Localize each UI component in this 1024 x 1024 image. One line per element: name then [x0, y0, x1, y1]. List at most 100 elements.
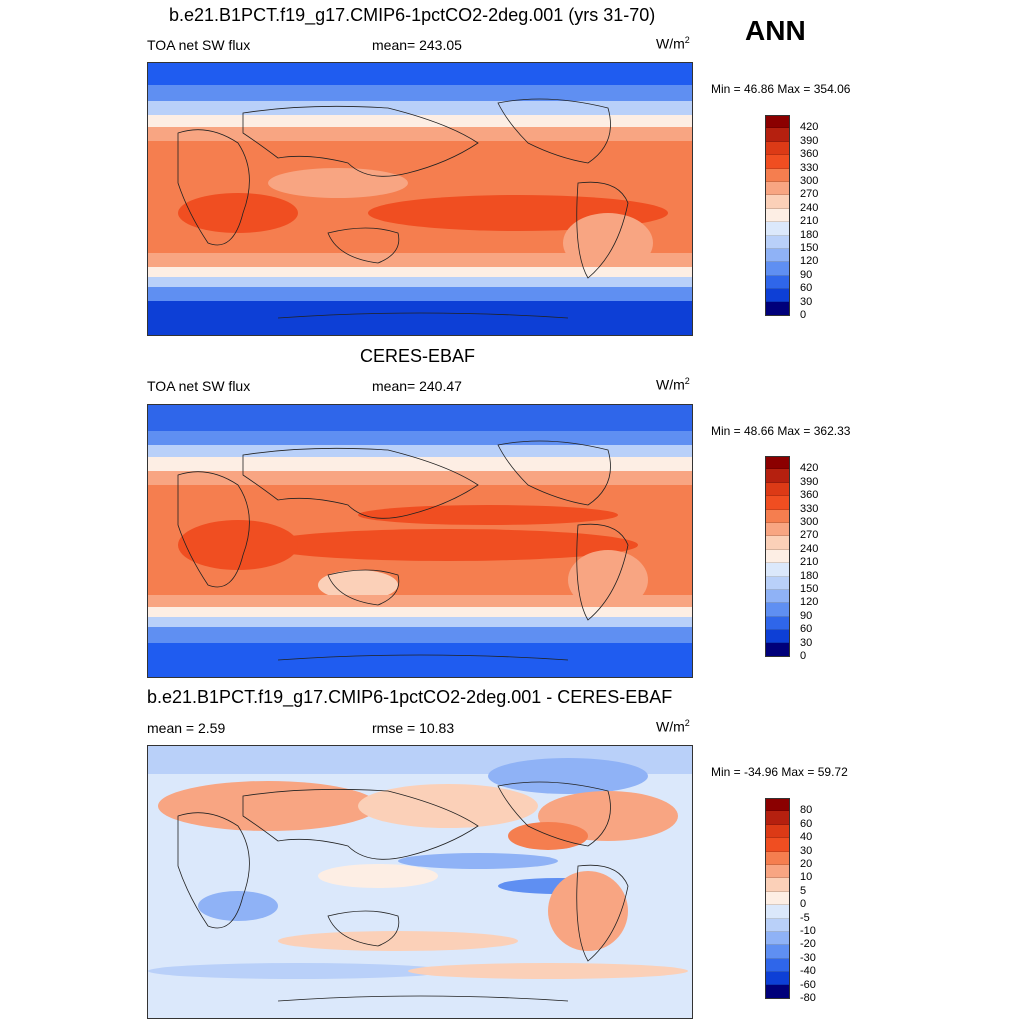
- colorbar-tick-label: 5: [800, 884, 807, 897]
- colorbar-box: [765, 141, 790, 156]
- colorbar-box: [765, 115, 790, 129]
- colorbar-tick-label: 120: [800, 596, 819, 609]
- colorbar-tick-label: 60: [800, 817, 813, 830]
- colorbar-box: [765, 905, 790, 919]
- panel-1-minmax: Min = 46.86 Max = 354.06: [711, 82, 851, 96]
- colorbar-box: [765, 576, 790, 590]
- colorbar-tick-label: 60: [800, 282, 813, 295]
- colorbar-tick-label: 240: [800, 201, 819, 214]
- colorbar-box: [765, 931, 790, 946]
- colorbar-tick-label: -80: [800, 992, 816, 1005]
- colorbar-box: [765, 195, 790, 209]
- colorbar-tick-label: 30: [800, 844, 813, 857]
- colorbar-tick-label: 240: [800, 542, 819, 555]
- colorbar-tick-label: -60: [800, 978, 816, 991]
- colorbar-box: [765, 811, 790, 825]
- colorbar-tick-label: 300: [800, 516, 819, 529]
- colorbar-box: [765, 289, 790, 303]
- colorbar-tick-label: 270: [800, 529, 819, 542]
- colorbar-box: [765, 851, 790, 865]
- colorbar-box: [765, 262, 790, 276]
- colorbar-panel-3: [765, 798, 790, 999]
- map-difference: [147, 745, 693, 1019]
- colorbar-tick-label: 40: [800, 831, 813, 844]
- colorbar-box: [765, 522, 790, 537]
- panel-3-unit: W/m2: [656, 718, 690, 735]
- panel-3-rmse: rmse = 10.83: [372, 720, 455, 736]
- colorbar-box: [765, 891, 790, 906]
- colorbar-box: [765, 536, 790, 550]
- colorbar-tick-label: 360: [800, 489, 819, 502]
- panel-2-title: CERES-EBAF: [360, 346, 476, 366]
- colorbar-box: [765, 549, 790, 564]
- colorbar-tick-label: 210: [800, 556, 819, 569]
- map-model: [147, 62, 693, 336]
- colorbar-box: [765, 603, 790, 617]
- colorbar-tick-label: 360: [800, 148, 819, 161]
- colorbar-box: [765, 630, 790, 644]
- colorbar-box: [765, 275, 790, 290]
- colorbar-panel-1: [765, 115, 790, 316]
- colorbar-tick-label: 30: [800, 636, 813, 649]
- colorbar-tick-label: 150: [800, 242, 819, 255]
- panel-2-mean: mean= 240.47: [372, 378, 462, 394]
- colorbar-tick-label: -10: [800, 925, 816, 938]
- colorbar-box: [765, 589, 790, 604]
- colorbar-tick-label: 60: [800, 623, 813, 636]
- colorbar-box: [765, 482, 790, 497]
- colorbar-box: [765, 509, 790, 523]
- colorbar-box: [765, 985, 790, 999]
- panel-2-variable: TOA net SW flux: [147, 378, 251, 394]
- colorbar-box: [765, 469, 790, 483]
- colorbar-box: [765, 972, 790, 986]
- colorbar-box: [765, 616, 790, 631]
- panel-1-unit: W/m2: [656, 35, 690, 52]
- colorbar-tick-label: 300: [800, 175, 819, 188]
- colorbar-box: [765, 302, 790, 316]
- colorbar-panel-2: [765, 456, 790, 657]
- panel-1-mean: mean= 243.05: [372, 37, 462, 53]
- panel-1-variable: TOA net SW flux: [147, 37, 251, 53]
- colorbar-box: [765, 235, 790, 249]
- colorbar-box: [765, 838, 790, 852]
- colorbar-box: [765, 824, 790, 839]
- colorbar-box: [765, 918, 790, 932]
- colorbar-tick-label: 30: [800, 295, 813, 308]
- panel-3-mean: mean = 2.59: [147, 720, 226, 736]
- colorbar-tick-label: 150: [800, 583, 819, 596]
- colorbar-box: [765, 945, 790, 959]
- colorbar-tick-label: -5: [800, 911, 810, 924]
- colorbar-tick-label: 20: [800, 858, 813, 871]
- colorbar-box: [765, 798, 790, 812]
- colorbar-tick-label: 10: [800, 871, 813, 884]
- colorbar-box: [765, 864, 790, 879]
- colorbar-box: [765, 248, 790, 263]
- colorbar-box: [765, 958, 790, 973]
- colorbar-box: [765, 222, 790, 236]
- colorbar-tick-label: -40: [800, 965, 816, 978]
- colorbar-box: [765, 208, 790, 223]
- colorbar-tick-label: 420: [800, 121, 819, 134]
- panel-2-minmax: Min = 48.66 Max = 362.33: [711, 424, 851, 438]
- colorbar-tick-label: 330: [800, 502, 819, 515]
- colorbar-tick-label: 80: [800, 804, 813, 817]
- colorbar-tick-label: 330: [800, 161, 819, 174]
- panel-3-title: b.e21.B1PCT.f19_g17.CMIP6-1pctCO2-2deg.0…: [147, 687, 673, 707]
- colorbar-tick-label: 180: [800, 569, 819, 582]
- colorbar-box: [765, 563, 790, 577]
- colorbar-tick-label: 390: [800, 134, 819, 147]
- colorbar-box: [765, 496, 790, 510]
- colorbar-tick-label: 0: [800, 650, 807, 663]
- colorbar-box: [765, 155, 790, 169]
- colorbar-tick-label: -20: [800, 938, 816, 951]
- colorbar-box: [765, 181, 790, 196]
- colorbar-tick-label: 270: [800, 188, 819, 201]
- colorbar-box: [765, 128, 790, 142]
- colorbar-tick-label: 90: [800, 609, 813, 622]
- colorbar-tick-label: -30: [800, 951, 816, 964]
- colorbar-tick-label: 210: [800, 215, 819, 228]
- panel-3-minmax: Min = -34.96 Max = 59.72: [711, 765, 848, 779]
- colorbar-box: [765, 168, 790, 182]
- colorbar-tick-label: 0: [800, 898, 807, 911]
- colorbar-box: [765, 878, 790, 892]
